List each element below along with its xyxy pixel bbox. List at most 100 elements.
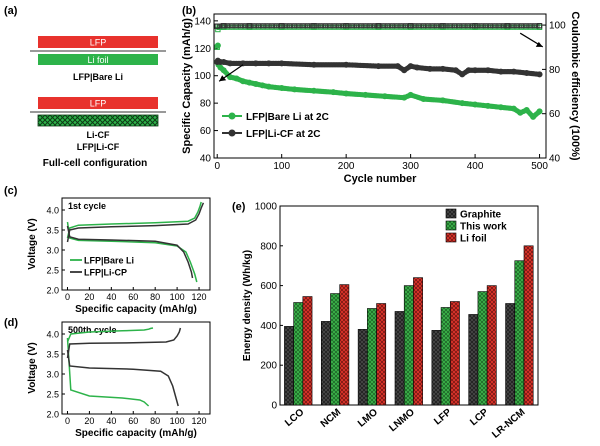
data-point [271, 23, 277, 29]
data-point [421, 23, 426, 29]
data-point [454, 23, 460, 29]
y-tick-label: 4.0 [46, 330, 59, 340]
data-point [462, 23, 468, 29]
data-point [516, 23, 522, 29]
series-ce-lfp-bare-li [214, 24, 543, 50]
data-point [237, 23, 243, 29]
x-tick-label: 20 [84, 292, 94, 302]
y-tick-label: 0 [271, 401, 277, 412]
data-point [536, 23, 543, 29]
discharge-curve [66, 337, 150, 407]
data-point [240, 23, 246, 29]
bar-ncm-graphite [320, 321, 331, 406]
legend-label: LFP|Bare Li at 2C [246, 112, 329, 123]
plot-frame [61, 197, 211, 291]
data-point [246, 23, 253, 29]
data-point [384, 23, 390, 29]
data-point [472, 23, 478, 29]
panel-d-label: (d) [4, 317, 18, 329]
data-point [292, 23, 298, 29]
legend-label: LFP|Bare Li [84, 256, 134, 266]
data-point [482, 23, 488, 29]
data-point [523, 107, 530, 113]
data-point [214, 44, 220, 50]
data-point [220, 59, 227, 65]
data-point [335, 23, 341, 29]
data-point [401, 94, 408, 101]
x-tick-label: 500 [531, 161, 548, 172]
y-tick-label: 2.5 [46, 266, 59, 276]
legend-label: Li foil [460, 234, 487, 245]
panel-a-label: (a) [4, 5, 18, 17]
x-tick-label: 200 [338, 161, 355, 172]
x-tick-label: 40 [106, 416, 116, 426]
x-tick-label: 0 [65, 416, 70, 426]
cell1-cathode-layer [38, 36, 158, 48]
data-point [375, 63, 382, 70]
data-point [294, 23, 300, 29]
legend-marker [228, 129, 236, 137]
data-point [397, 23, 403, 29]
x-tick-label: 0 [65, 292, 70, 302]
data-point [382, 23, 388, 29]
bar-lnmo-graphite [394, 311, 405, 406]
data-point [459, 71, 466, 78]
y2-axis-label: Coulombic efficiency (100%) [569, 11, 581, 160]
data-point [261, 23, 267, 29]
data-point [227, 60, 234, 67]
charge-curve [66, 327, 154, 343]
x-tick-label: 40 [106, 292, 116, 302]
y-tick-label: 2.0 [46, 410, 59, 420]
cell1-caption: LFP|Bare Li [73, 72, 123, 82]
legend-label: LFP|Li-CP [84, 268, 127, 278]
charge-curve [66, 201, 202, 239]
data-point [305, 23, 310, 29]
data-point [446, 23, 452, 29]
data-point [524, 23, 530, 29]
data-point [497, 104, 504, 111]
y-tick-label: 200 [260, 361, 277, 372]
x-tick-label: 120 [192, 416, 207, 426]
bar-lnmo-li-foil [413, 277, 423, 406]
data-point [240, 60, 247, 67]
discharge-curve [66, 225, 194, 279]
category-label: NCM [319, 407, 344, 430]
bar-lco-graphite [284, 326, 294, 406]
bar-lfp-li-foil [449, 301, 460, 406]
data-point [227, 74, 234, 81]
data-point [333, 23, 339, 29]
data-point [230, 23, 236, 29]
data-point [431, 23, 437, 29]
bar-lmo-li-foil [376, 303, 387, 406]
cell1-anode-layer [38, 54, 158, 65]
data-point [323, 23, 328, 29]
data-point [452, 67, 459, 74]
data-point [530, 113, 537, 120]
y-tick-label: 4.0 [46, 206, 59, 216]
data-point [420, 96, 427, 103]
series-lfp-bare-li [66, 327, 154, 407]
data-point [359, 23, 365, 29]
x-axis-label: Specific capacity (mAh/g) [75, 304, 197, 315]
y-tick-label: 120 [194, 44, 211, 55]
data-point [488, 23, 494, 29]
data-point [390, 23, 396, 29]
cell2-separator [30, 111, 166, 113]
category-label: LMO [356, 407, 380, 430]
data-point [413, 23, 419, 29]
data-point [440, 23, 446, 29]
data-point [392, 23, 398, 29]
data-point [364, 23, 370, 29]
data-point [464, 23, 470, 29]
legend-marker [228, 112, 236, 120]
data-point [498, 23, 504, 29]
cycle-annotation: 500th cycle [68, 325, 117, 335]
data-point [278, 85, 285, 92]
arrow-head [219, 75, 227, 82]
legend-swatch [445, 232, 457, 243]
data-point [477, 23, 483, 29]
plot-frame [61, 321, 211, 415]
data-point [495, 23, 501, 29]
data-point [220, 23, 227, 29]
cell1-separator [30, 50, 166, 52]
